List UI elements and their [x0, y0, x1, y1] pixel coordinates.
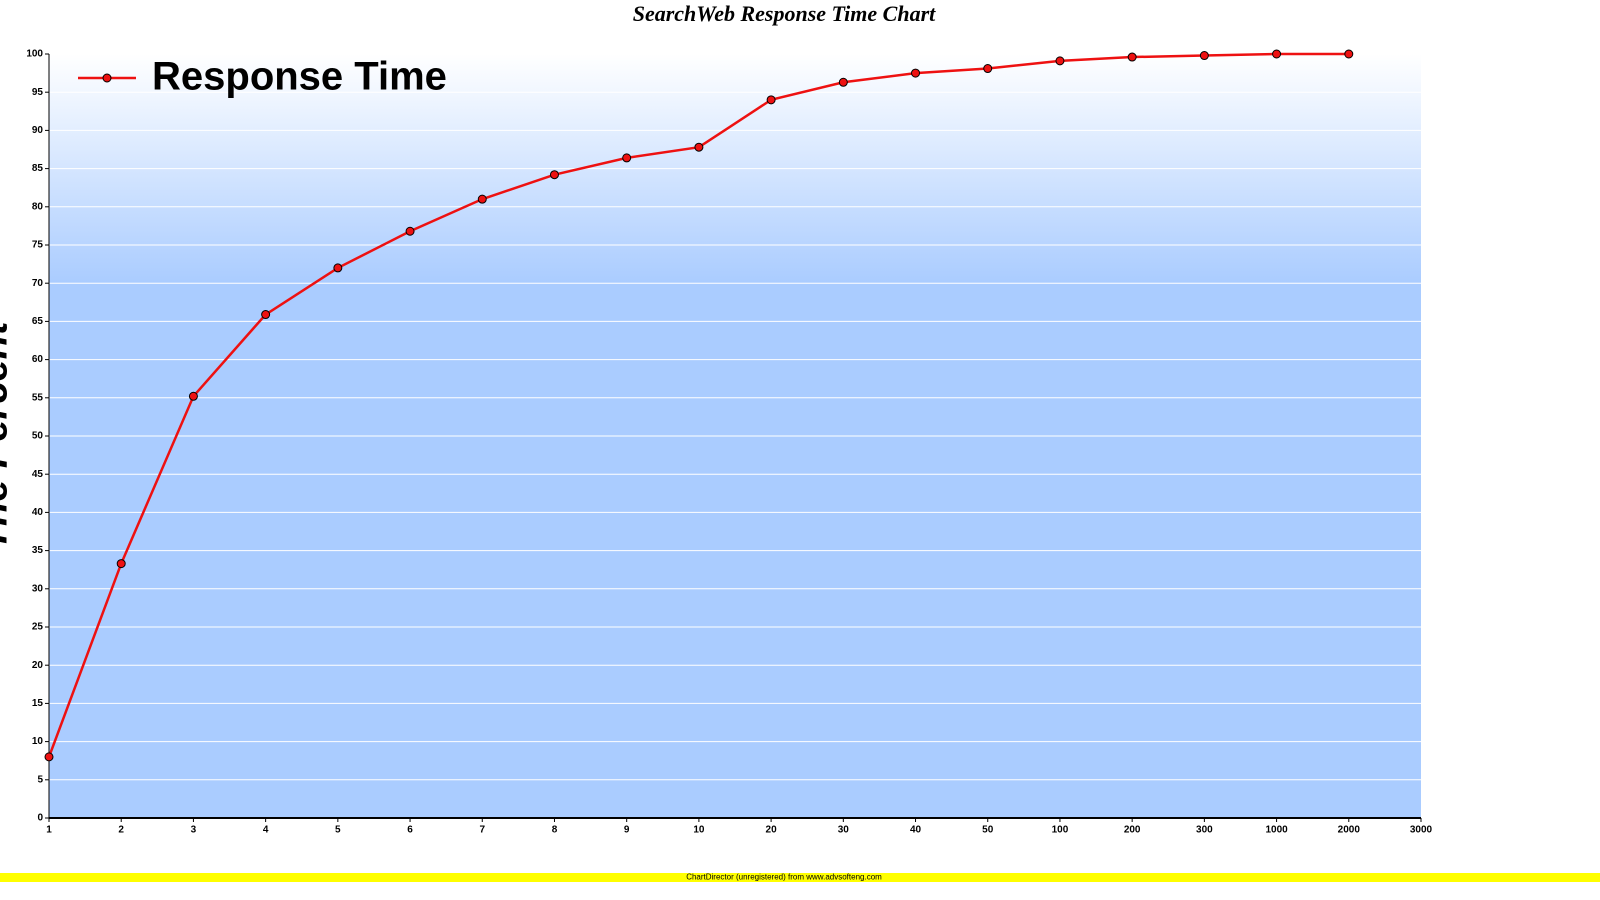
y-tick-label: 15 — [32, 698, 44, 709]
x-tick-label: 5 — [335, 825, 341, 836]
y-tick-label: 5 — [37, 774, 43, 785]
data-point — [694, 142, 704, 152]
y-tick-label: 85 — [32, 163, 44, 174]
y-tick-label: 60 — [32, 354, 44, 365]
data-point — [766, 95, 776, 105]
y-tick-label: 55 — [32, 392, 44, 403]
data-point — [116, 559, 126, 569]
data-point — [983, 64, 993, 74]
data-point — [44, 752, 54, 762]
x-tick-label: 100 — [1052, 825, 1069, 836]
footer-text: ChartDirector (unregistered) from www.ad… — [686, 873, 882, 882]
x-tick-label: 300 — [1196, 825, 1213, 836]
y-tick-label: 75 — [32, 240, 44, 251]
y-tick-label: 40 — [32, 507, 44, 518]
data-point — [911, 68, 921, 78]
x-tick-label: 3000 — [1410, 825, 1433, 836]
y-tick-label: 20 — [32, 660, 44, 671]
data-point — [333, 263, 343, 273]
y-tick-label: 90 — [32, 125, 44, 136]
x-tick-label: 20 — [766, 825, 778, 836]
legend-marker — [102, 73, 112, 83]
y-tick-label: 30 — [32, 583, 44, 594]
y-tick-label: 35 — [32, 545, 44, 556]
x-tick-label: 6 — [407, 825, 413, 836]
y-tick-label: 10 — [32, 736, 44, 747]
x-tick-label: 1000 — [1265, 825, 1288, 836]
data-point — [838, 77, 848, 87]
data-point — [1055, 56, 1065, 66]
x-tick-label: 8 — [552, 825, 558, 836]
data-point — [1127, 52, 1137, 62]
data-point — [1344, 49, 1354, 59]
y-tick-label: 80 — [32, 201, 44, 212]
data-point — [188, 391, 198, 401]
x-tick-label: 200 — [1124, 825, 1141, 836]
legend-label: Response Time — [152, 55, 447, 99]
x-tick-label: 3 — [191, 825, 197, 836]
y-tick-label: 0 — [37, 813, 43, 824]
footer-bar — [0, 873, 1600, 882]
data-point — [622, 153, 632, 163]
y-tick-label: 25 — [32, 622, 44, 633]
data-point — [477, 194, 487, 204]
data-point — [1199, 51, 1209, 61]
y-tick-label: 70 — [32, 278, 44, 289]
data-point — [549, 170, 559, 180]
x-tick-label: 9 — [624, 825, 630, 836]
data-point — [1272, 49, 1282, 59]
y-tick-label: 95 — [32, 87, 44, 98]
y-axis-title: The Percent — [0, 320, 16, 551]
x-tick-label: 10 — [693, 825, 705, 836]
y-tick-label: 65 — [32, 316, 44, 327]
x-tick-label: 40 — [910, 825, 922, 836]
y-tick-label: 100 — [26, 49, 43, 60]
x-tick-label: 2 — [118, 825, 124, 836]
x-tick-label: 30 — [838, 825, 850, 836]
x-tick-label: 50 — [982, 825, 994, 836]
x-tick-label: 4 — [263, 825, 269, 836]
data-point — [261, 310, 271, 320]
x-tick-label: 1 — [46, 825, 52, 836]
y-tick-label: 45 — [32, 469, 44, 480]
x-tick-label: 7 — [479, 825, 485, 836]
y-tick-label: 50 — [32, 431, 44, 442]
chart-title: SearchWeb Response Time Chart — [633, 1, 936, 26]
x-tick-label: 2000 — [1338, 825, 1361, 836]
data-point — [405, 226, 415, 236]
